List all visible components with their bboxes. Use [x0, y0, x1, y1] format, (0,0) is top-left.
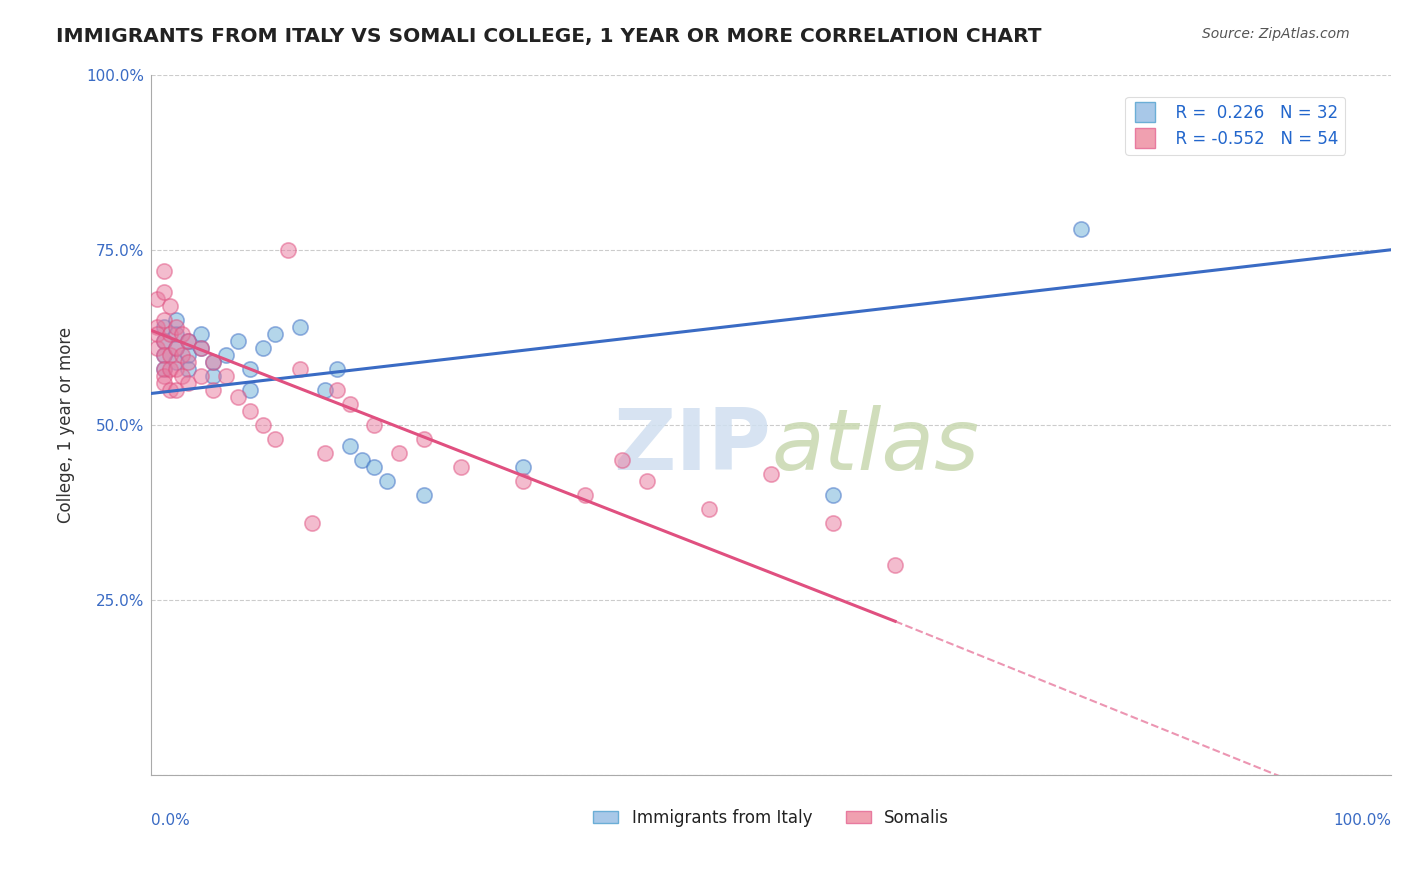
- Point: [350, 453, 373, 467]
- Point: [288, 362, 311, 376]
- Point: [574, 488, 596, 502]
- Point: [288, 319, 311, 334]
- Point: [239, 404, 262, 418]
- Point: [264, 326, 287, 341]
- Point: [214, 348, 236, 362]
- Point: [612, 453, 634, 467]
- Point: [146, 319, 169, 334]
- Point: [339, 439, 361, 453]
- Point: [190, 341, 212, 355]
- Point: [159, 299, 181, 313]
- Point: [165, 383, 187, 397]
- Point: [177, 348, 200, 362]
- Point: [202, 368, 225, 383]
- Point: [177, 362, 200, 376]
- Text: 0.0%: 0.0%: [152, 813, 190, 828]
- Point: [152, 334, 174, 348]
- Point: [177, 334, 200, 348]
- Point: [190, 341, 212, 355]
- Point: [165, 341, 187, 355]
- Point: [314, 446, 336, 460]
- Point: [152, 334, 174, 348]
- Point: [152, 285, 174, 299]
- Point: [239, 383, 262, 397]
- Point: [239, 362, 262, 376]
- Point: [252, 417, 274, 432]
- Point: [152, 368, 174, 383]
- Point: [314, 383, 336, 397]
- Point: [172, 368, 194, 383]
- Point: [339, 397, 361, 411]
- Point: [202, 355, 225, 369]
- Point: [177, 334, 200, 348]
- Point: [152, 362, 174, 376]
- Point: [159, 348, 181, 362]
- Point: [363, 460, 385, 475]
- Point: [301, 516, 323, 530]
- Point: [152, 348, 174, 362]
- Text: Source: ZipAtlas.com: Source: ZipAtlas.com: [1202, 27, 1350, 41]
- Point: [823, 488, 845, 502]
- Point: [277, 243, 299, 257]
- Point: [152, 319, 174, 334]
- Point: [202, 355, 225, 369]
- Point: [252, 341, 274, 355]
- Point: [165, 341, 187, 355]
- Text: IMMIGRANTS FROM ITALY VS SOMALI COLLEGE, 1 YEAR OR MORE CORRELATION CHART: IMMIGRANTS FROM ITALY VS SOMALI COLLEGE,…: [56, 27, 1042, 45]
- Point: [165, 362, 187, 376]
- Point: [375, 474, 398, 488]
- Text: 100.0%: 100.0%: [1333, 813, 1391, 828]
- Point: [226, 334, 249, 348]
- Point: [326, 383, 349, 397]
- Point: [152, 264, 174, 278]
- Point: [823, 516, 845, 530]
- Point: [177, 355, 200, 369]
- Point: [152, 313, 174, 327]
- Point: [363, 417, 385, 432]
- Point: [636, 474, 658, 488]
- Point: [759, 467, 782, 481]
- Point: [146, 292, 169, 306]
- Point: [146, 326, 169, 341]
- Point: [202, 383, 225, 397]
- Point: [177, 376, 200, 390]
- Point: [190, 368, 212, 383]
- Point: [152, 348, 174, 362]
- Point: [190, 326, 212, 341]
- Point: [697, 502, 720, 516]
- Point: [152, 376, 174, 390]
- Point: [512, 460, 534, 475]
- Point: [165, 355, 187, 369]
- Point: [326, 362, 349, 376]
- Point: [214, 368, 236, 383]
- Point: [165, 313, 187, 327]
- Point: [413, 432, 436, 446]
- Point: [512, 474, 534, 488]
- Text: atlas: atlas: [770, 405, 979, 488]
- Point: [413, 488, 436, 502]
- Point: [165, 319, 187, 334]
- Text: ZIP: ZIP: [613, 405, 770, 488]
- Point: [264, 432, 287, 446]
- Point: [388, 446, 411, 460]
- Point: [172, 348, 194, 362]
- Point: [165, 326, 187, 341]
- Point: [159, 326, 181, 341]
- Point: [226, 390, 249, 404]
- Point: [450, 460, 472, 475]
- Point: [1070, 221, 1092, 235]
- Point: [159, 383, 181, 397]
- Point: [884, 558, 907, 573]
- Y-axis label: College, 1 year or more: College, 1 year or more: [58, 327, 75, 523]
- Point: [159, 362, 181, 376]
- Point: [146, 341, 169, 355]
- Point: [172, 326, 194, 341]
- Legend: Immigrants from Italy, Somalis: Immigrants from Italy, Somalis: [586, 803, 956, 834]
- Point: [152, 362, 174, 376]
